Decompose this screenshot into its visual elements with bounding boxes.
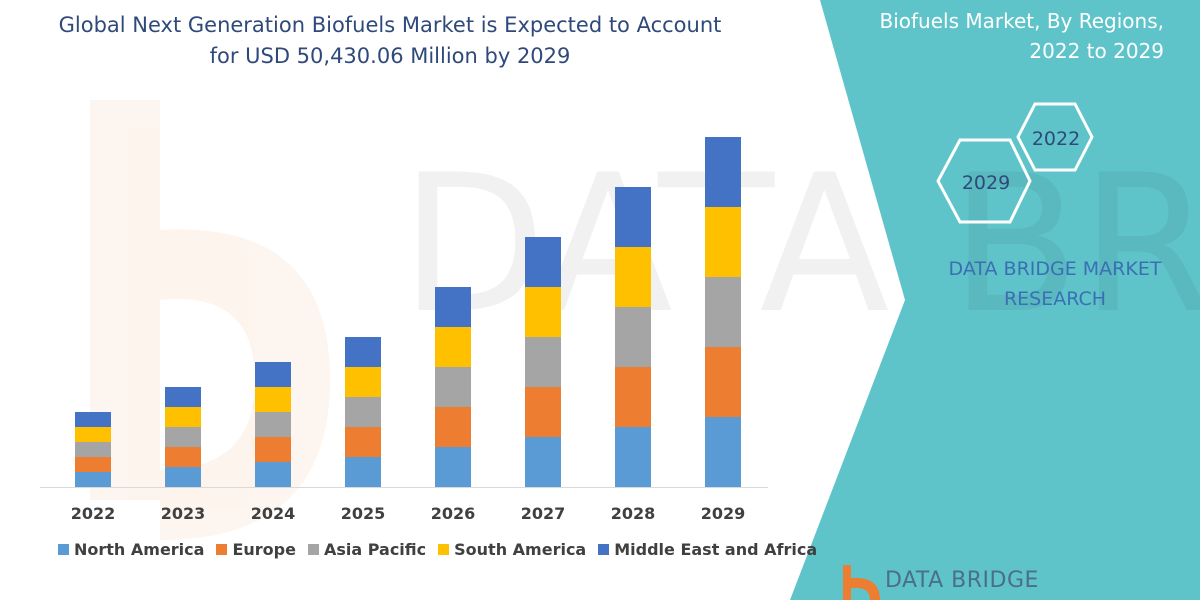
bar-segment-middle-east-and-africa-2029 (705, 137, 741, 207)
bar-segment-europe-2026 (435, 407, 471, 447)
title-line-1: Global Next Generation Biofuels Market i… (58, 13, 722, 37)
bar-segment-middle-east-and-africa-2022 (75, 412, 111, 427)
bar-segment-asia-pacific-2023 (165, 427, 201, 447)
legend-item: South America (438, 540, 586, 559)
hex-label-2022: 2022 (1032, 128, 1080, 150)
bar-segment-middle-east-and-africa-2026 (435, 287, 471, 327)
legend-swatch (58, 544, 69, 555)
legend-label: North America (74, 540, 205, 559)
bar-segment-europe-2023 (165, 447, 201, 467)
x-tick-label: 2023 (161, 504, 206, 523)
bar-segment-middle-east-and-africa-2023 (165, 387, 201, 407)
bar-segment-south-america-2022 (75, 427, 111, 442)
side-title: Biofuels Market, By Regions, 2022 to 202… (880, 6, 1165, 66)
legend-swatch (598, 544, 610, 555)
bar-segment-south-america-2024 (255, 387, 291, 412)
legend: North America Europe Asia Pacific South Ame… (58, 540, 817, 559)
x-tick-label: 2028 (611, 504, 656, 523)
logo-text: DATA BRIDGE (885, 568, 1039, 593)
bar-segment-asia-pacific-2022 (75, 442, 111, 457)
x-tick-label: 2029 (701, 504, 746, 523)
side-panel (790, 0, 1200, 600)
x-tick-label: 2024 (251, 504, 296, 523)
bar-segment-north-america-2026 (435, 447, 471, 487)
bar-segment-north-america-2023 (165, 467, 201, 487)
bar-segment-south-america-2027 (525, 287, 561, 337)
bar-segment-south-america-2023 (165, 407, 201, 427)
legend-item: Asia Pacific (307, 540, 427, 559)
bar-segment-asia-pacific-2025 (345, 397, 381, 427)
bar-segment-europe-2027 (525, 387, 561, 437)
chart-title: Global Next Generation Biofuels Market i… (40, 10, 740, 72)
bar-segment-north-america-2029 (705, 417, 741, 487)
brand-name: DATA BRIDGE MARKET RESEARCH (930, 254, 1180, 314)
legend-label: Asia Pacific (323, 540, 427, 559)
title-line-2: for USD 50,430.06 Million by 2029 (209, 44, 571, 68)
bar-segment-asia-pacific-2024 (255, 412, 291, 437)
logo-icon (843, 565, 880, 600)
hex-label-2029: 2029 (962, 172, 1010, 194)
bar-segment-europe-2022 (75, 457, 111, 472)
bar-segment-asia-pacific-2026 (435, 367, 471, 407)
bar-segment-north-america-2024 (255, 462, 291, 487)
bar-segment-south-america-2025 (345, 367, 381, 397)
hexagon-2022 (1016, 102, 1094, 172)
legend-label: Middle East and Africa (614, 540, 818, 559)
legend-swatch (307, 544, 319, 555)
bar-segment-north-america-2025 (345, 457, 381, 487)
bar-segment-europe-2028 (615, 367, 651, 427)
side-title-line-1: Biofuels Market, By Regions, (879, 9, 1165, 33)
bar-segment-middle-east-and-africa-2024 (255, 362, 291, 387)
bar-segment-middle-east-and-africa-2027 (525, 237, 561, 287)
x-tick-label: 2026 (431, 504, 476, 523)
legend-swatch (216, 544, 228, 555)
bar-segment-middle-east-and-africa-2028 (615, 187, 651, 247)
bar-segment-south-america-2028 (615, 247, 651, 307)
legend-item: North America (58, 540, 204, 559)
legend-item: Europe (216, 540, 296, 559)
bar-segment-south-america-2026 (435, 327, 471, 367)
bar-segment-europe-2024 (255, 437, 291, 462)
legend-item: Middle East and Africa (598, 540, 817, 559)
hexagon-2029 (936, 138, 1032, 224)
brand-line-2: RESEARCH (1003, 288, 1107, 310)
bar-segment-south-america-2029 (705, 207, 741, 277)
x-tick-label: 2022 (71, 504, 116, 523)
bar-segment-north-america-2027 (525, 437, 561, 487)
bar-segment-middle-east-and-africa-2025 (345, 337, 381, 367)
bar-segment-asia-pacific-2029 (705, 277, 741, 347)
x-tick-label: 2025 (341, 504, 386, 523)
legend-swatch (438, 544, 450, 555)
bar-segment-asia-pacific-2028 (615, 307, 651, 367)
brand-line-1: DATA BRIDGE MARKET (948, 258, 1162, 280)
bar-segment-europe-2029 (705, 347, 741, 417)
legend-label: Europe (232, 540, 296, 559)
side-title-line-2: 2022 to 2029 (1029, 39, 1164, 63)
bar-segment-asia-pacific-2027 (525, 337, 561, 387)
x-tick-label: 2027 (521, 504, 566, 523)
bar-segment-north-america-2028 (615, 427, 651, 487)
bar-segment-north-america-2022 (75, 472, 111, 487)
bar-segment-europe-2025 (345, 427, 381, 457)
legend-label: South America (454, 540, 587, 559)
